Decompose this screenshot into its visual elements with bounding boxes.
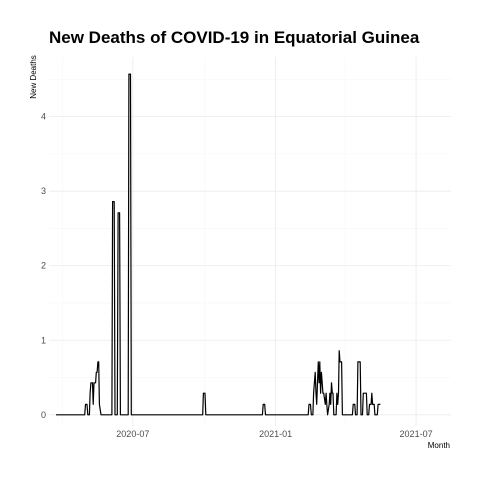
- chart-title: New Deaths of COVID-19 in Equatorial Gui…: [49, 28, 420, 47]
- y-tick-label-1: 1: [41, 335, 46, 345]
- x-tick-label-2: 2021-07: [400, 429, 433, 439]
- grid: [49, 57, 451, 426]
- y-tick-label-0: 0: [41, 410, 46, 420]
- y-tick-label-4: 4: [41, 112, 46, 122]
- x-tick-label-0: 2020-07: [116, 429, 149, 439]
- x-tick-label-1: 2021-01: [259, 429, 292, 439]
- y-tick-label-2: 2: [41, 261, 46, 271]
- x-axis-label: Month: [428, 441, 450, 450]
- series-line-0: [56, 73, 381, 416]
- axis-ticks: 0 1 2 3 4 2020-07 2021-01 2021-07: [41, 112, 433, 439]
- y-tick-label-3: 3: [41, 186, 46, 196]
- series-layer: [56, 73, 381, 416]
- y-axis-label: New Deaths: [29, 55, 38, 99]
